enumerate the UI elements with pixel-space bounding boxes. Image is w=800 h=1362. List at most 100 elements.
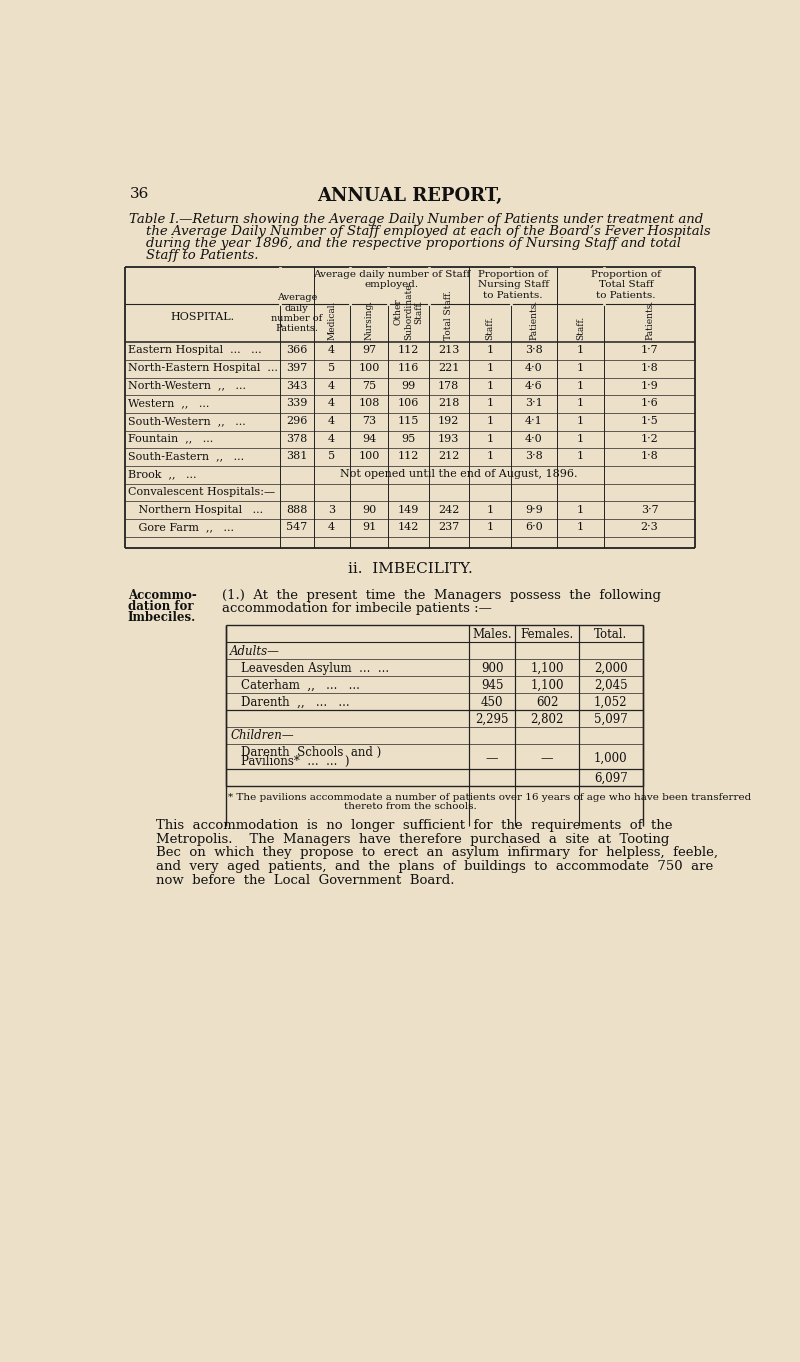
Text: Eastern Hospital  ...   ...: Eastern Hospital ... ... — [128, 345, 262, 355]
Text: 1,000: 1,000 — [594, 752, 627, 764]
Text: 1: 1 — [577, 345, 584, 355]
Text: 9·9: 9·9 — [525, 504, 543, 515]
Text: 6·0: 6·0 — [525, 522, 543, 533]
Text: 1: 1 — [577, 362, 584, 373]
Text: 91: 91 — [362, 522, 376, 533]
Text: 1·7: 1·7 — [641, 345, 658, 355]
Text: 1: 1 — [577, 415, 584, 426]
Text: 1·6: 1·6 — [641, 398, 658, 409]
Text: Leavesden Asylum  ...  ...: Leavesden Asylum ... ... — [241, 662, 389, 674]
Text: 1·8: 1·8 — [641, 451, 658, 462]
Text: Imbeciles.: Imbeciles. — [128, 610, 196, 624]
Text: now  before  the  Local  Government  Board.: now before the Local Government Board. — [156, 874, 454, 887]
Text: 36: 36 — [130, 187, 149, 200]
Text: 397: 397 — [286, 362, 307, 373]
Text: —: — — [486, 752, 498, 764]
Text: Darenth  Schools  and ): Darenth Schools and ) — [241, 746, 382, 760]
Text: 242: 242 — [438, 504, 459, 515]
Text: 1,052: 1,052 — [594, 696, 627, 708]
Text: Fountain  ,,   ...: Fountain ,, ... — [128, 433, 213, 444]
Text: 1·8: 1·8 — [641, 362, 658, 373]
Text: 4: 4 — [328, 345, 335, 355]
Text: Adults—: Adults— — [230, 644, 280, 658]
Text: 112: 112 — [398, 345, 419, 355]
Text: 218: 218 — [438, 398, 459, 409]
Text: 112: 112 — [398, 451, 419, 462]
Text: 213: 213 — [438, 345, 459, 355]
Text: 3·8: 3·8 — [525, 345, 543, 355]
Text: Brook  ,,   ...: Brook ,, ... — [128, 469, 197, 479]
Text: 1: 1 — [486, 415, 494, 426]
Text: Patients.: Patients. — [530, 300, 538, 339]
Text: 1: 1 — [577, 451, 584, 462]
Text: 339: 339 — [286, 398, 307, 409]
Text: * The pavilions accommodate a number of patients over 16 years of age who have b: * The pavilions accommodate a number of … — [228, 793, 751, 801]
Text: Pavilions*  ...  ...  ): Pavilions* ... ... ) — [241, 755, 350, 768]
Text: 149: 149 — [398, 504, 419, 515]
Text: 108: 108 — [358, 398, 380, 409]
Text: 1: 1 — [486, 380, 494, 391]
Text: 2,295: 2,295 — [475, 712, 509, 726]
Text: (1.)  At  the  present  time  the  Managers  possess  the  following: (1.) At the present time the Managers po… — [222, 590, 662, 602]
Text: HOSPITAL.: HOSPITAL. — [170, 312, 234, 323]
Text: 100: 100 — [358, 451, 380, 462]
Text: 547: 547 — [286, 522, 307, 533]
Text: 237: 237 — [438, 522, 459, 533]
Text: Table I.—Return showing the Average Daily Number of Patients under treatment and: Table I.—Return showing the Average Dail… — [130, 214, 704, 226]
Text: 90: 90 — [362, 504, 376, 515]
Text: Staff to Patients.: Staff to Patients. — [130, 249, 259, 263]
Text: 378: 378 — [286, 433, 307, 444]
Text: 94: 94 — [362, 433, 376, 444]
Text: 4: 4 — [328, 380, 335, 391]
Text: 1: 1 — [486, 522, 494, 533]
Text: South-Western  ,,   ...: South-Western ,, ... — [128, 415, 246, 426]
Text: 100: 100 — [358, 362, 380, 373]
Text: This  accommodation  is  no  longer  sufficient  for  the  requirements  of  the: This accommodation is no longer sufficie… — [156, 819, 672, 832]
Text: 1: 1 — [577, 433, 584, 444]
Text: and  very  aged  patients,  and  the  plans  of  buildings  to  accommodate  750: and very aged patients, and the plans of… — [156, 861, 713, 873]
Text: Caterham  ,,   ...   ...: Caterham ,, ... ... — [241, 678, 360, 692]
Text: 142: 142 — [398, 522, 419, 533]
Text: 116: 116 — [398, 362, 419, 373]
Text: 106: 106 — [398, 398, 419, 409]
Text: Total.: Total. — [594, 628, 627, 640]
Text: 4: 4 — [328, 433, 335, 444]
Text: 73: 73 — [362, 415, 376, 426]
Text: 97: 97 — [362, 345, 376, 355]
Text: 2,045: 2,045 — [594, 678, 627, 692]
Text: 95: 95 — [402, 433, 415, 444]
Text: the Average Daily Number of Staff employed at each of the Board’s Fever Hospital: the Average Daily Number of Staff employ… — [130, 226, 711, 238]
Text: Children—: Children— — [230, 730, 294, 742]
Text: 1: 1 — [577, 380, 584, 391]
Text: 1,100: 1,100 — [530, 662, 564, 674]
Text: 1·2: 1·2 — [641, 433, 658, 444]
Text: Accommo-: Accommo- — [128, 590, 197, 602]
Text: 888: 888 — [286, 504, 307, 515]
Text: 4·0: 4·0 — [525, 362, 543, 373]
Text: Total Staff.: Total Staff. — [444, 290, 454, 339]
Text: 212: 212 — [438, 451, 459, 462]
Text: 99: 99 — [402, 380, 415, 391]
Text: 900: 900 — [481, 662, 503, 674]
Text: 381: 381 — [286, 451, 307, 462]
Text: 343: 343 — [286, 380, 307, 391]
Text: 2·3: 2·3 — [641, 522, 658, 533]
Text: 3·1: 3·1 — [525, 398, 543, 409]
Text: 115: 115 — [398, 415, 419, 426]
Text: Darenth  ,,   ...   ...: Darenth ,, ... ... — [241, 696, 350, 708]
Text: 5: 5 — [328, 451, 335, 462]
Text: 1: 1 — [486, 362, 494, 373]
Text: 1: 1 — [577, 398, 584, 409]
Text: Patients.: Patients. — [645, 300, 654, 339]
Text: North-Eastern Hospital  ...: North-Eastern Hospital ... — [128, 362, 278, 373]
Text: 945: 945 — [481, 678, 503, 692]
Text: Staff.: Staff. — [486, 316, 494, 339]
Text: 3·7: 3·7 — [641, 504, 658, 515]
Text: Staff.: Staff. — [576, 316, 585, 339]
Text: 178: 178 — [438, 380, 459, 391]
Text: Nursing.: Nursing. — [365, 300, 374, 339]
Text: 193: 193 — [438, 433, 459, 444]
Text: during the year 1896, and the respective proportions of Nursing Staff and total: during the year 1896, and the respective… — [130, 237, 682, 251]
Text: 5,097: 5,097 — [594, 712, 628, 726]
Text: accommodation for imbecile patients :—: accommodation for imbecile patients :— — [222, 602, 492, 614]
